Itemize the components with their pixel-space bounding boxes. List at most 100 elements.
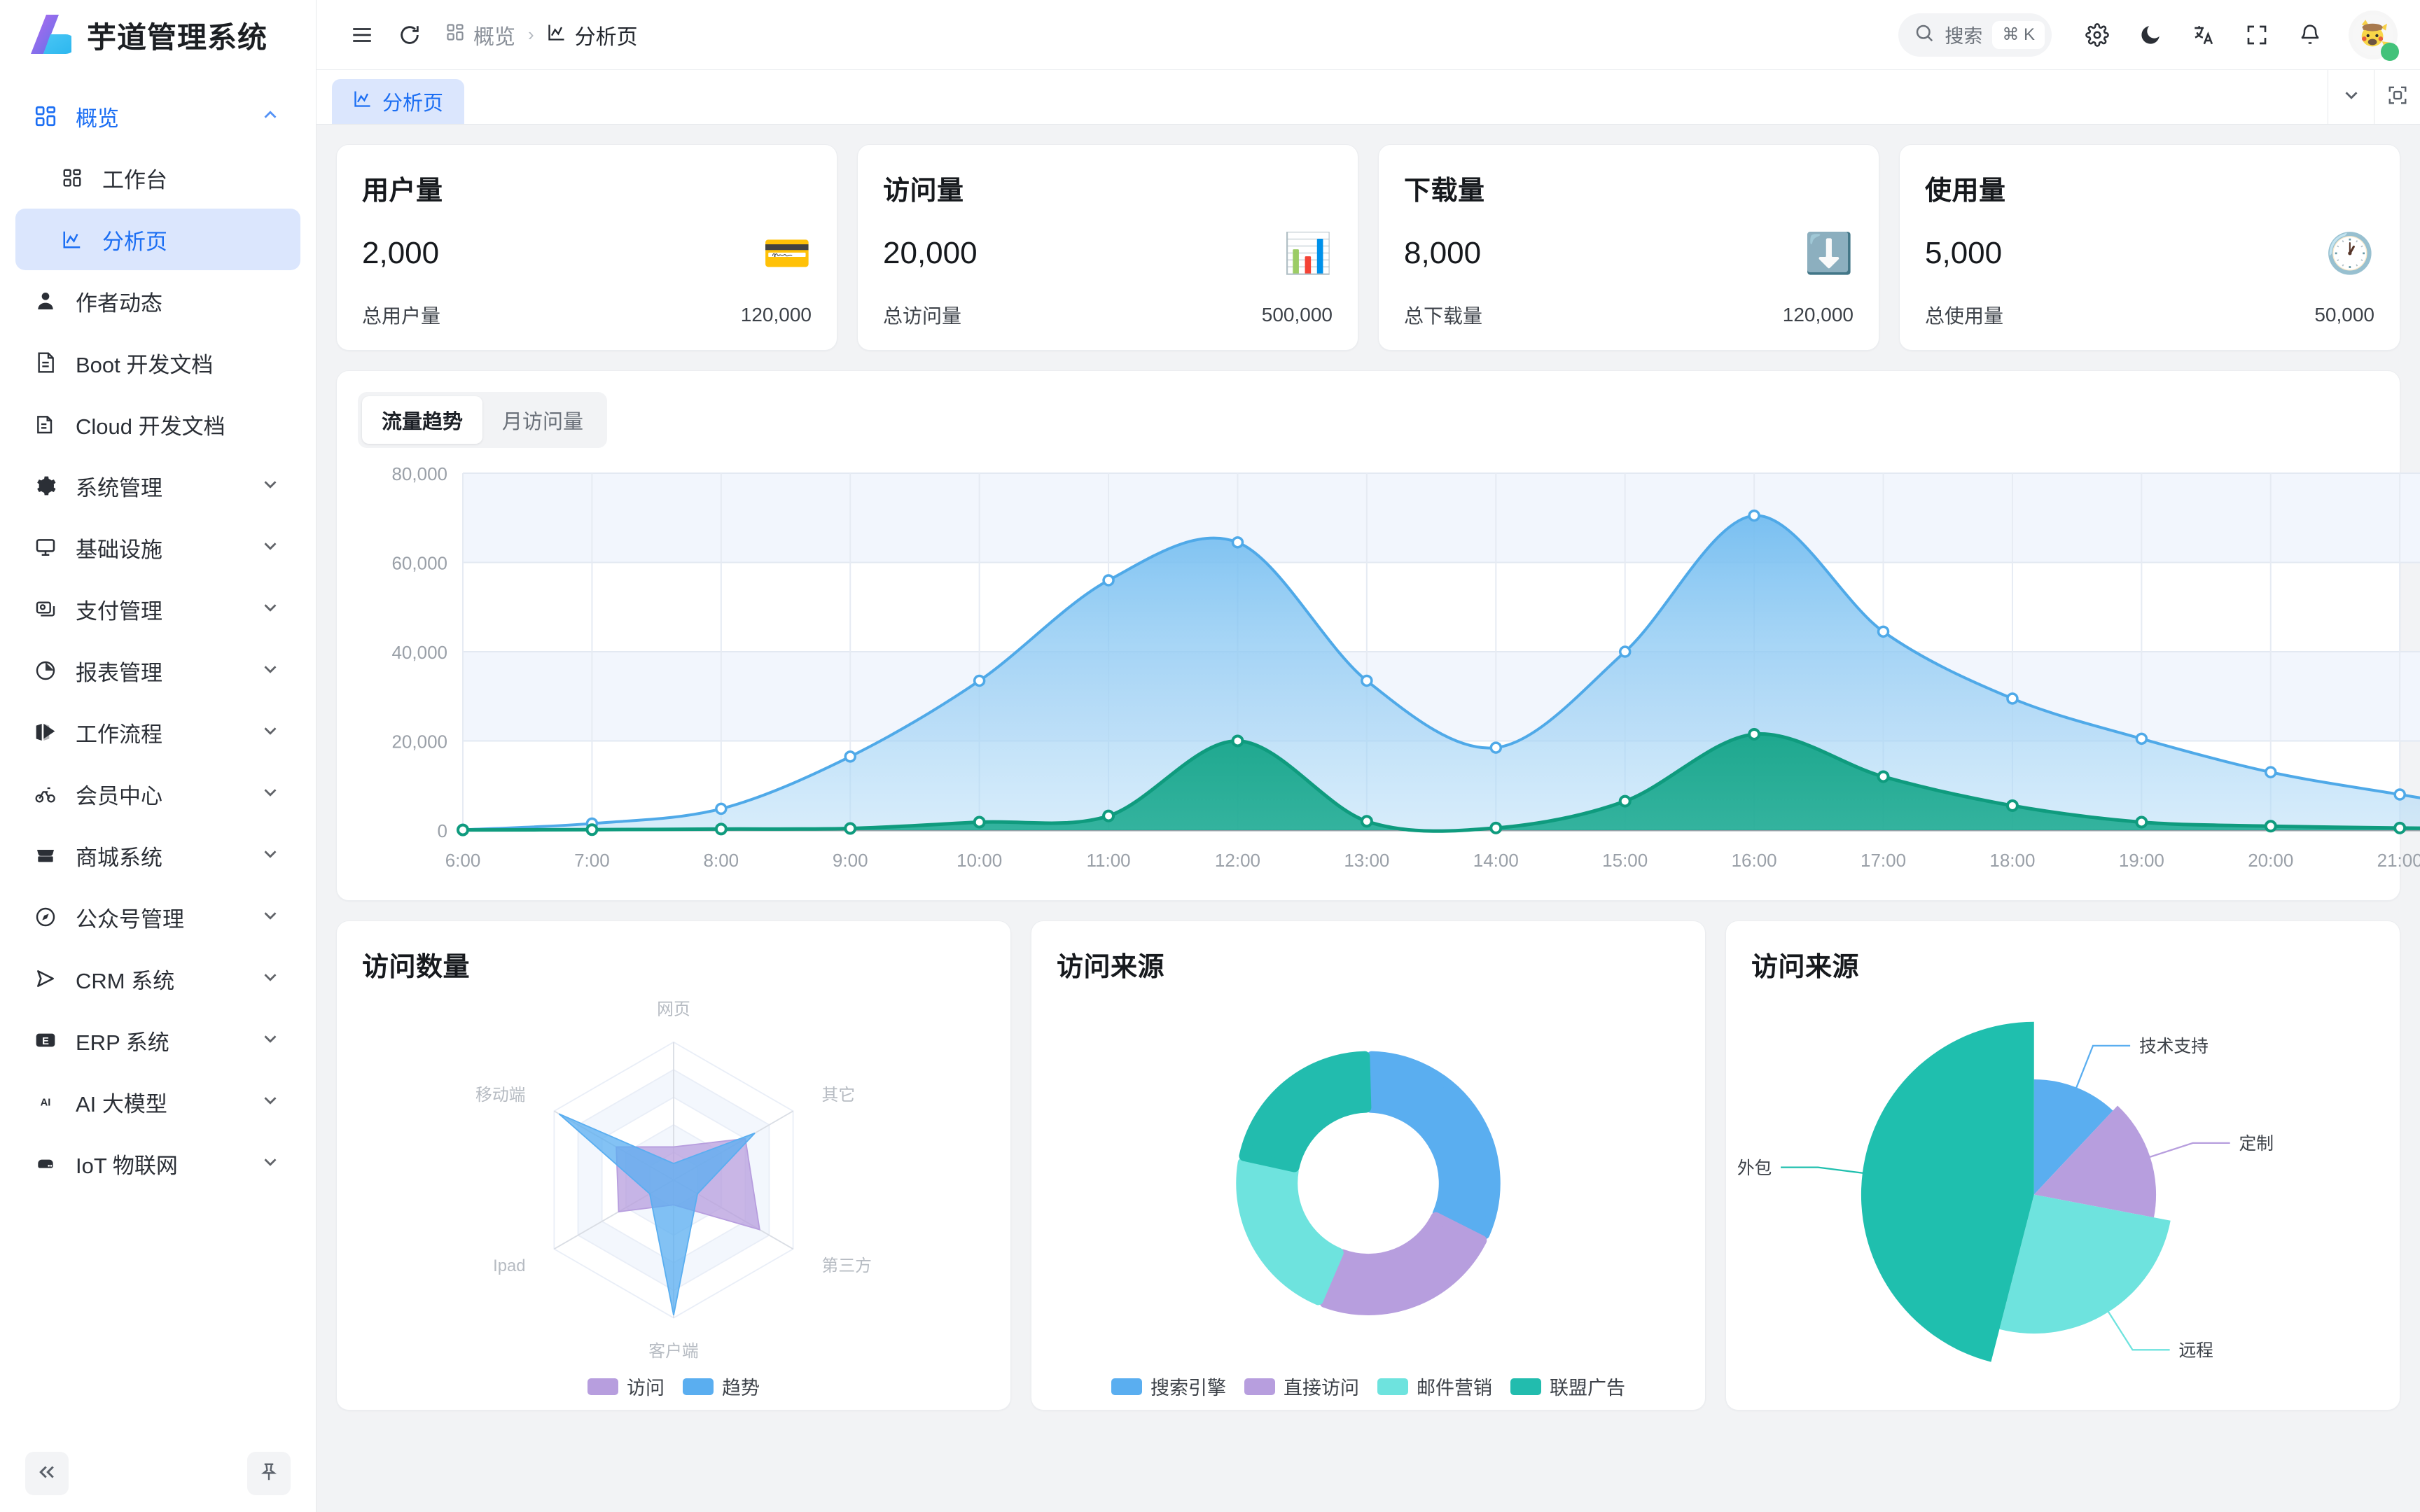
monitor-icon bbox=[32, 534, 59, 561]
breadcrumb-item-analysis[interactable]: 分析页 bbox=[547, 20, 638, 50]
moon-icon[interactable] bbox=[2127, 12, 2174, 58]
sidebar-item-workbench[interactable]: 工作台 bbox=[15, 147, 300, 209]
svg-text:80,000: 80,000 bbox=[391, 466, 447, 484]
sidebar-item-author-feed[interactable]: 作者动态 bbox=[15, 270, 300, 332]
chevron-down-icon bbox=[260, 844, 284, 867]
legend-item[interactable]: 直接访问 bbox=[1244, 1373, 1359, 1400]
svg-text:外包: 外包 bbox=[1737, 1158, 1772, 1178]
legend-swatch bbox=[683, 1378, 714, 1395]
download-icon: ⬇️ bbox=[1804, 231, 1854, 275]
legend-item[interactable]: 搜索引擎 bbox=[1111, 1373, 1226, 1400]
stat-card-visits: 访问量 20,000 📊 总访问量 500,000 bbox=[857, 144, 1358, 351]
sidebar-item-label: 工作流程 bbox=[76, 722, 162, 747]
sidebar-item-boot-docs[interactable]: Boot 开发文档 bbox=[15, 332, 300, 393]
donut-chart[interactable] bbox=[1031, 981, 1705, 1410]
sidebar-item-report-management[interactable]: 报表管理 bbox=[15, 640, 300, 701]
gear-icon[interactable] bbox=[2074, 12, 2120, 58]
trend-tab-monthly[interactable]: 月访问量 bbox=[502, 411, 584, 433]
stat-foot-label: 总下载量 bbox=[1404, 305, 1483, 327]
donut-card-title: 访问来源 bbox=[1057, 953, 1165, 982]
svg-text:11:00: 11:00 bbox=[1086, 850, 1130, 871]
bottom-card-row: 访问数量 网页 其它 第三方 客户端 Ipad 移动端 访问 趋势 bbox=[336, 920, 2400, 1410]
area-chart[interactable]: 0 20,000 40,000 60,000 80,000 6:00 7:00 8:00 9:0… bbox=[358, 466, 2420, 886]
sidebar-item-infrastructure[interactable]: 基础设施 bbox=[15, 517, 300, 578]
legend-label: 联盟广告 bbox=[1550, 1378, 1625, 1399]
sidebar-item-mall-system[interactable]: 商城系统 bbox=[15, 825, 300, 886]
sidebar-item-label: 工作台 bbox=[102, 167, 167, 192]
payment-icon bbox=[32, 596, 59, 622]
tab-dropdown-button[interactable] bbox=[2328, 70, 2374, 124]
sidebar-item-analysis[interactable]: 分析页 bbox=[15, 209, 300, 270]
legend-item[interactable]: 联盟广告 bbox=[1510, 1373, 1625, 1400]
rose-pie-chart[interactable]: 技术支持 定制 远程 外包 bbox=[1726, 981, 2400, 1410]
sidebar-item-mp-management[interactable]: 公众号管理 bbox=[15, 886, 300, 948]
collapse-sidebar-button[interactable] bbox=[25, 1452, 69, 1495]
sidebar-item-label: 概览 bbox=[76, 106, 119, 131]
legend-label: 趋势 bbox=[722, 1378, 760, 1399]
grid-icon bbox=[59, 164, 85, 191]
grid-icon bbox=[445, 22, 465, 48]
legend-item[interactable]: 访问 bbox=[587, 1373, 665, 1400]
brand-header[interactable]: 芋道管理系统 bbox=[0, 0, 316, 70]
stat-main: 2,000 💳 bbox=[362, 234, 812, 273]
sidebar-item-ai-model[interactable]: AI AI 大模型 bbox=[15, 1071, 300, 1133]
chevron-up-icon bbox=[260, 104, 284, 128]
legend-label: 直接访问 bbox=[1284, 1378, 1359, 1399]
sidebar-footer bbox=[0, 1435, 316, 1512]
tab-list: 分析页 bbox=[317, 70, 2328, 124]
sidebar-item-workflow[interactable]: 工作流程 bbox=[15, 701, 300, 763]
chevron-down-icon bbox=[260, 1152, 284, 1175]
avatar[interactable] bbox=[2349, 10, 2399, 61]
svg-text:Ipad: Ipad bbox=[493, 1256, 525, 1275]
svg-text:10:00: 10:00 bbox=[957, 850, 1002, 871]
svg-text:远程: 远程 bbox=[2178, 1340, 2213, 1360]
svg-text:12:00: 12:00 bbox=[1215, 850, 1260, 871]
bell-icon[interactable] bbox=[2287, 12, 2333, 58]
stat-foot-value: 120,000 bbox=[1782, 304, 1854, 326]
fullscreen-icon[interactable] bbox=[2234, 12, 2280, 58]
tab-maximize-button[interactable] bbox=[2374, 70, 2420, 124]
user-icon bbox=[32, 288, 59, 314]
sidebar-item-payment-management[interactable]: 支付管理 bbox=[15, 578, 300, 640]
grid-icon bbox=[32, 103, 59, 130]
sidebar-item-cloud-docs[interactable]: Cloud 开发文档 bbox=[15, 393, 300, 455]
sidebar-item-label: 报表管理 bbox=[76, 660, 162, 685]
legend-label: 访问 bbox=[627, 1378, 665, 1399]
stat-footer: 总访问量 500,000 bbox=[883, 301, 1333, 329]
search-button[interactable]: 搜索 ⌘ K bbox=[1898, 13, 2052, 57]
chevron-down-icon bbox=[260, 1090, 284, 1114]
svg-text:0: 0 bbox=[438, 820, 447, 841]
svg-text:定制: 定制 bbox=[2239, 1134, 2273, 1154]
pin-sidebar-button[interactable] bbox=[247, 1452, 291, 1495]
search-label: 搜索 bbox=[1945, 26, 1983, 47]
hamburger-icon[interactable] bbox=[342, 15, 382, 55]
sidebar-item-member-center[interactable]: 会员中心 bbox=[15, 763, 300, 825]
legend-item[interactable]: 趋势 bbox=[683, 1373, 760, 1400]
sidebar-item-overview[interactable]: 概览 bbox=[15, 85, 300, 147]
legend-swatch bbox=[1111, 1378, 1142, 1395]
sidebar-item-crm-system[interactable]: CRM 系统 bbox=[15, 948, 300, 1009]
breadcrumb-item-overview[interactable]: 概览 bbox=[445, 20, 515, 50]
trend-tab-traffic[interactable]: 流量趋势 bbox=[362, 396, 483, 444]
radar-chart[interactable]: 网页 其它 第三方 客户端 Ipad 移动端 bbox=[337, 981, 1010, 1410]
sidebar-item-erp-system[interactable]: E ERP 系统 bbox=[15, 1009, 300, 1071]
svg-text:7:00: 7:00 bbox=[574, 850, 610, 871]
svg-text:20,000: 20,000 bbox=[391, 732, 447, 752]
svg-text:60,000: 60,000 bbox=[391, 553, 447, 574]
translate-icon[interactable] bbox=[2181, 12, 2227, 58]
send-icon bbox=[32, 965, 59, 992]
sidebar-item-iot[interactable]: IoT 物联网 bbox=[15, 1133, 300, 1194]
svg-text:6:00: 6:00 bbox=[445, 850, 481, 871]
refresh-icon[interactable] bbox=[389, 15, 430, 55]
sidebar-item-system-management[interactable]: 系统管理 bbox=[15, 455, 300, 517]
chevron-down-icon bbox=[260, 659, 284, 682]
legend-item[interactable]: 邮件营销 bbox=[1377, 1373, 1492, 1400]
sidebar-item-label: IoT 物联网 bbox=[76, 1153, 178, 1178]
svg-text:E: E bbox=[42, 1036, 49, 1047]
breadcrumb: 概览 › 分析页 bbox=[445, 20, 638, 50]
chevron-down-icon bbox=[260, 967, 284, 990]
bike-icon bbox=[32, 780, 59, 807]
svg-text:19:00: 19:00 bbox=[2119, 850, 2164, 871]
tab-analysis[interactable]: 分析页 bbox=[332, 79, 465, 124]
brand-title: 芋道管理系统 bbox=[87, 20, 268, 54]
